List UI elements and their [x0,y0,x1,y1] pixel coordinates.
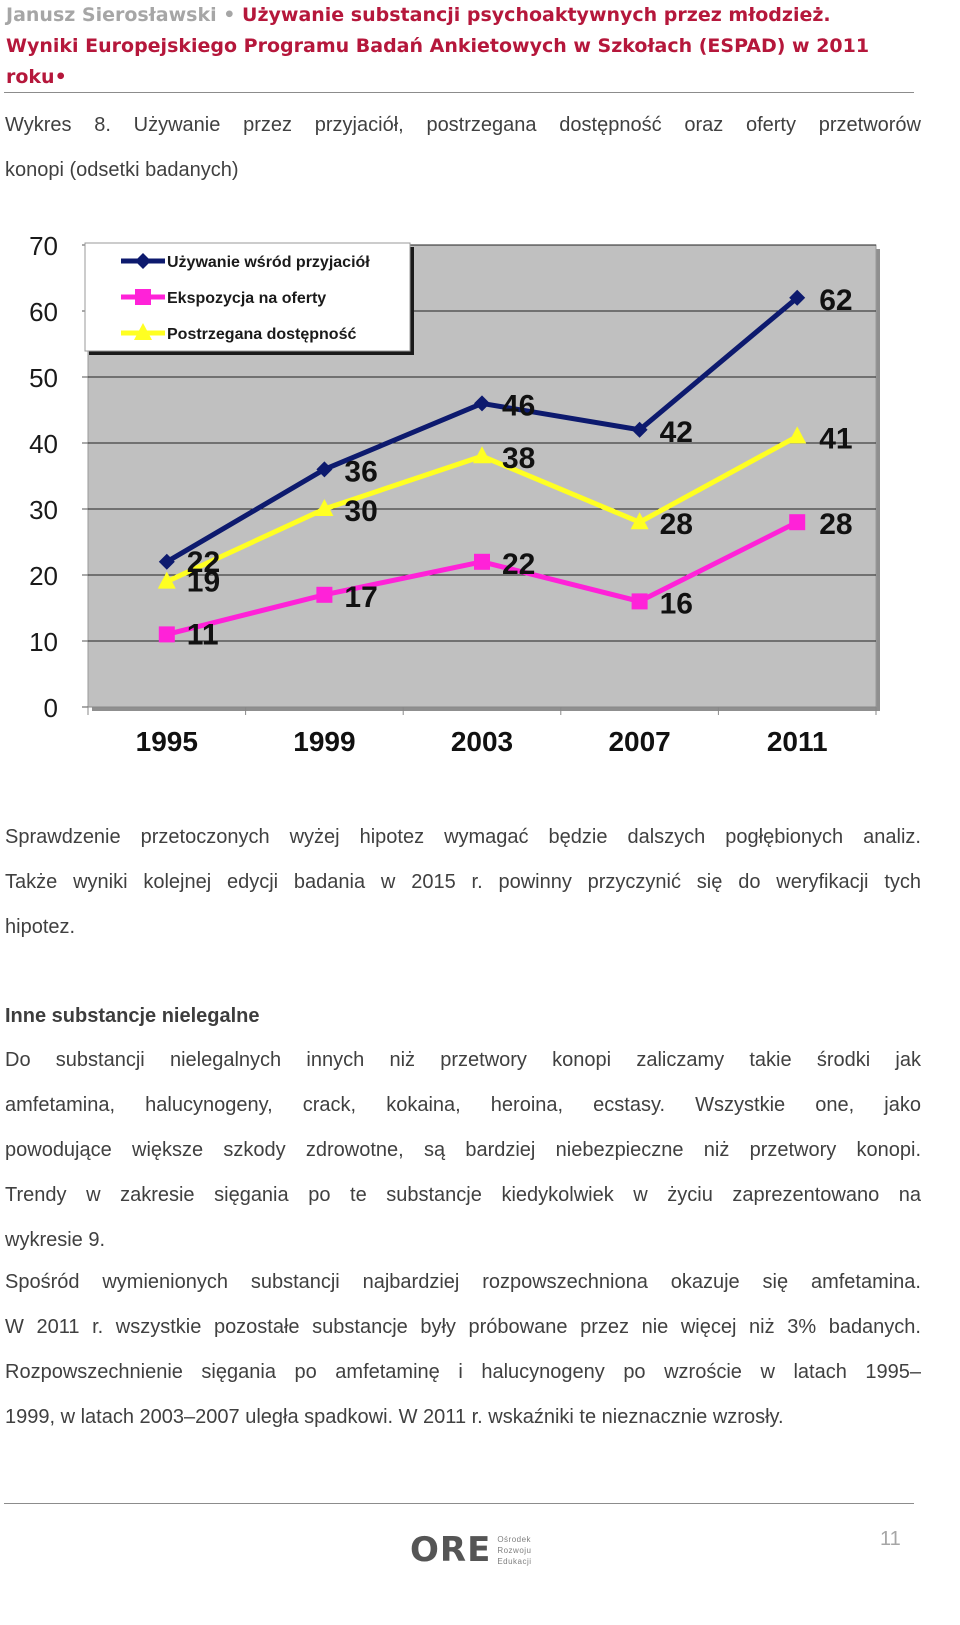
y-tick-label: 60 [29,297,58,327]
series-0-point [474,395,490,412]
y-tick-label: 0 [44,693,58,723]
series-2-point [788,426,807,444]
logo-line-3: Edukacji [497,1556,532,1566]
data-label: 38 [502,442,535,475]
p1-line-2: Także wyniki kolejnej edycji badania w 2… [5,871,921,893]
series-1-point [474,553,490,570]
legend-label: Używanie wśród przyjaciół [167,254,370,271]
y-tick-label: 50 [29,363,58,393]
x-tick-label: 2011 [767,726,828,757]
p1-line-1: Sprawdzenie przetoczonych wyżej hipotez … [5,826,921,848]
data-label: 22 [187,546,220,579]
logo-line-1: Ośrodek [497,1534,532,1544]
legend-marker [135,289,151,305]
p3-line-3: Rozpowszechnienie sięgania po amfetaminę… [5,1361,921,1383]
header-line-1: Janusz Sierosławski • Używanie substancj… [6,4,831,26]
data-label: 42 [660,416,693,449]
series-2-point [473,446,491,464]
figure-caption: Wykres 8. Używanie przez przyjaciół, pos… [5,103,921,193]
data-label: 28 [819,508,852,541]
series-1-point [789,514,806,531]
logo-mark: ORE [410,1530,492,1570]
data-label: 46 [502,389,535,422]
series-1-point [316,586,333,603]
data-label: 19 [187,566,220,599]
data-label: 36 [344,455,377,488]
legend-label: Postrzegana dostępność [167,326,356,343]
data-label: 17 [344,581,377,614]
page-number: 11 [880,1528,901,1550]
header-title-part1: Używanie substancji psychoaktywnych prze… [242,4,831,26]
x-tick-label: 2003 [451,726,513,757]
p2-line-5: wykresie 9. [5,1229,106,1251]
series-2-point [315,499,334,516]
header-divider [4,92,914,93]
header-title-part2: Wyniki Europejskiego Programu Badań Anki… [6,35,870,88]
data-label: 41 [819,422,852,455]
y-tick-label: 70 [29,231,58,261]
legend-marker [134,323,152,340]
footer-divider [4,1503,914,1504]
p3-line-1: Spośród wymienionych substancji najbardz… [5,1271,921,1293]
series-1-point [158,626,175,643]
series-2-point [630,512,649,530]
x-tick-label: 1995 [136,726,198,757]
x-tick-label: 2007 [608,726,670,757]
data-label: 30 [344,495,377,528]
paragraph-other-substances: Do substancji nielegalnych innych niż pr… [5,1038,921,1263]
y-tick-label: 40 [29,429,58,459]
series-0-point [789,289,806,306]
data-label: 16 [660,587,693,620]
p2-line-1: Do substancji nielegalnych innych niż pr… [5,1049,921,1071]
series-0-point [316,461,333,478]
series-2-point [157,571,176,589]
ore-logo: ORE Ośrodek Rozwoju Edukacji [410,1530,532,1570]
line-chart: 0 10 20 30 40 50 60 70 1995 1999 2003 2007 2011 22 36 4… [29,231,880,757]
running-header: Janusz Sierosławski • Używanie substancj… [6,0,916,93]
series-1-point [631,593,648,610]
logo-line-2: Rozwoju [497,1545,532,1555]
caption-line-2: konopi (odsetki badanych) [5,159,239,181]
p2-line-2: amfetamina, halucynogeny, crack, kokaina… [5,1094,921,1116]
header-author: Janusz Sierosławski [6,4,217,26]
data-label: 28 [660,508,693,541]
y-tick-label: 10 [29,627,58,657]
p2-line-4: Trendy w zakresie sięgania po te substan… [5,1184,921,1206]
paragraph-hypotheses: Sprawdzenie przetoczonych wyżej hipotez … [5,815,921,950]
y-tick-label: 30 [29,495,58,525]
series-0-point [158,553,175,570]
data-label: 11 [187,618,219,651]
logo-text: Ośrodek Rozwoju Edukacji [497,1534,531,1567]
section-title: Inne substancje nielegalne [5,1005,260,1027]
data-label: 62 [819,284,852,317]
x-tick-label: 1999 [293,726,355,757]
data-label: 22 [502,548,535,581]
legend-marker [135,253,151,269]
p3-line-2: W 2011 r. wszystkie pozostałe substancje… [5,1316,921,1338]
y-tick-label: 20 [29,561,58,591]
caption-line-1: Wykres 8. Używanie przez przyjaciół, pos… [5,114,921,136]
p1-line-3: hipotez. [5,916,76,938]
legend-label: Ekspozycja na oferty [167,290,326,307]
paragraph-trends: Spośród wymienionych substancji najbardz… [5,1260,921,1440]
series-0-point [631,421,648,438]
p3-line-4: 1999, w latach 2003–2007 uległa spadkowi… [5,1406,784,1428]
p2-line-3: powodujące większe szkody zdrowotne, są … [5,1139,921,1161]
header-line-2: Wyniki Europejskiego Programu Badań Anki… [6,35,870,88]
